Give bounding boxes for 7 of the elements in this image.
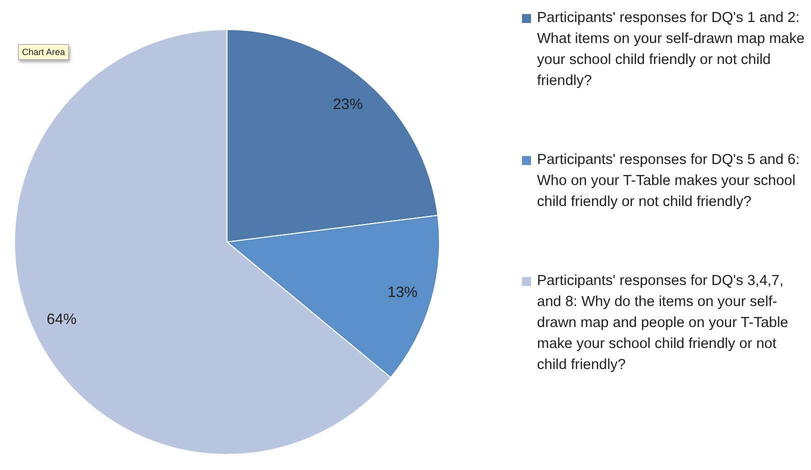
legend-label: Participants' responses for DQ's 1 and 2: What items on your self-drawn map make your school child friendly or not child friendly?: [537, 9, 806, 91]
legend-label: Participants' responses for DQ's 3,4,7, and 8: Why do the items on your self-drawn map and people on your T-Table make your school child friendly or not child friendly?: [537, 272, 790, 375]
text: Chart Area: [18, 44, 70, 60]
data-label: 64%: [46, 310, 77, 328]
data-label: 23%: [332, 96, 363, 114]
legend-label: Participants' responses for DQ's 5 and 6: Who on your T-Table makes your school child friendly or not child friendly?: [537, 151, 801, 212]
data-label: 13%: [387, 284, 418, 302]
